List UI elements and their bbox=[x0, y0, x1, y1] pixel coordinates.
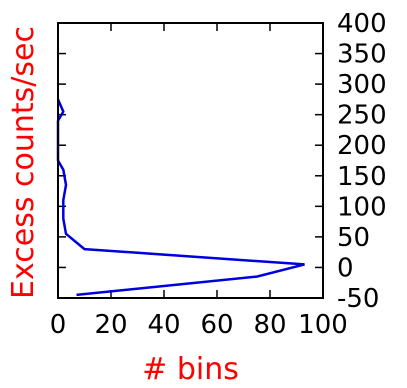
y-axis-label: Excess counts/sec bbox=[6, 26, 41, 299]
y-tick-label: 400 bbox=[337, 9, 387, 39]
y-tick-label: 50 bbox=[337, 223, 370, 253]
y-tick-label: 250 bbox=[337, 101, 387, 131]
plot-frame bbox=[57, 22, 324, 299]
y-tick-label: 200 bbox=[337, 131, 387, 161]
x-axis-label: # bins bbox=[142, 352, 239, 387]
y-tick-label: 100 bbox=[337, 192, 387, 222]
x-tick-label: 40 bbox=[147, 310, 180, 340]
y-tick-label: 150 bbox=[337, 162, 387, 192]
y-tick-label: -50 bbox=[337, 284, 379, 314]
y-tick-label: 350 bbox=[337, 40, 387, 70]
series-line bbox=[56, 98, 305, 297]
x-tick-label: 20 bbox=[94, 310, 127, 340]
y-tick-label: 300 bbox=[337, 70, 387, 100]
x-tick-label: 80 bbox=[253, 310, 286, 340]
x-tick-label: 60 bbox=[200, 310, 233, 340]
x-tick-label: 0 bbox=[50, 310, 67, 340]
x-tick-label: 100 bbox=[298, 310, 348, 340]
y-tick-label: 0 bbox=[337, 253, 354, 283]
